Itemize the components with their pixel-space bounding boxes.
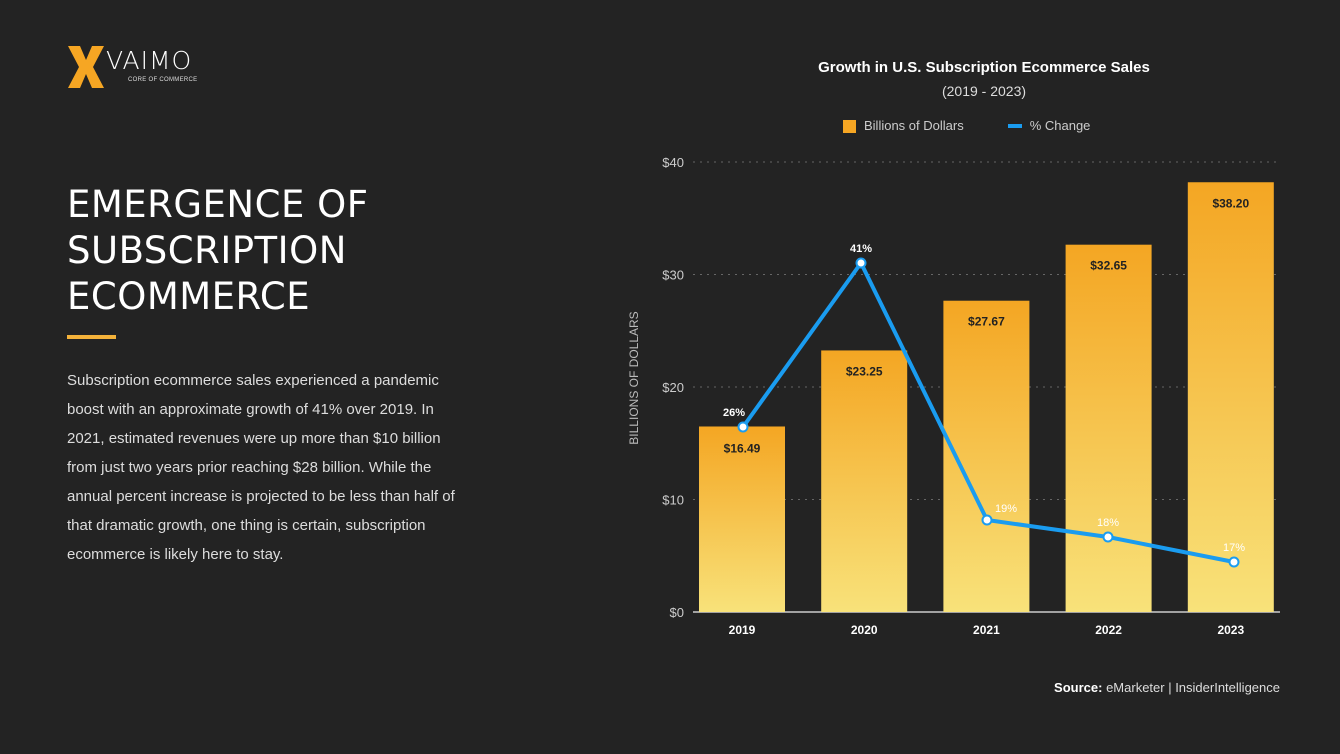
pct-label: 17%: [1223, 542, 1245, 554]
pct-point-2019: [737, 421, 749, 433]
bar-value-label: $27.67: [968, 315, 1005, 329]
x-tick-label: 2023: [1217, 623, 1244, 637]
source-text: eMarketer | InsiderIntelligence: [1106, 680, 1280, 695]
bar-value-label: $23.25: [846, 364, 883, 378]
chart-subtitle: (2019 - 2023): [941, 83, 1027, 99]
legend-line-swatch: [1007, 124, 1022, 128]
x-tick-label: 2021: [973, 623, 1000, 637]
pct-point-2023: [1228, 556, 1240, 568]
chart-legend: Billions of Dollars % Change: [843, 118, 1090, 134]
legend-bar-label: Billions of Dollars: [864, 118, 964, 133]
bar-2020: [821, 350, 908, 612]
chart-title: Growth in U.S. Subscription Ecommerce Sa…: [818, 59, 1150, 76]
pct-label: 18%: [1097, 517, 1119, 529]
pct-label: 26%: [723, 407, 745, 419]
legend-line-label: % Change: [1029, 118, 1091, 133]
bar-2023: [1187, 182, 1274, 612]
page-title: EMERGENCE OF SUBSCRIPTION ECOMMERCE: [67, 183, 369, 318]
pct-point-2021: [981, 514, 993, 526]
source-note: Source: eMarketer | InsiderIntelligence: [1054, 680, 1280, 696]
bar-2019: [699, 426, 785, 612]
y-tick-label: $40: [662, 155, 684, 170]
logo-tagline: CORE OF COMMERCE: [128, 77, 198, 83]
y-tick-label: $10: [662, 493, 684, 508]
bar-value-label: $16.49: [724, 441, 761, 455]
bar-value-label: $38.20: [1212, 196, 1249, 210]
x-logo-icon: [68, 46, 104, 88]
vaimo-logo: VAIMO CORE OF COMMERCE: [66, 44, 206, 90]
pct-label: 41%: [850, 243, 872, 255]
x-tick-label: 2019: [729, 623, 756, 637]
x-tick-label: 2022: [1095, 623, 1122, 637]
y-tick-label: $0: [670, 605, 684, 620]
pct-point-2022: [1102, 531, 1114, 543]
logo-name: VAIMO: [106, 46, 193, 75]
pct-label: 19%: [995, 503, 1017, 515]
x-tick-label: 2020: [851, 623, 878, 637]
y-tick-label: $20: [662, 380, 684, 395]
title-underline: [67, 335, 116, 339]
y-tick-label: $30: [662, 268, 684, 283]
legend-bar-swatch: [843, 119, 856, 133]
pct-point-2020: [855, 257, 867, 269]
source-label: Source:: [1054, 680, 1103, 695]
bar-2022: [1065, 244, 1152, 612]
body-paragraph: Subscription ecommerce sales experienced…: [67, 372, 455, 563]
y-axis-label: BILLIONS OF DOLLARS: [627, 311, 641, 444]
bar-value-label: $32.65: [1090, 259, 1127, 273]
